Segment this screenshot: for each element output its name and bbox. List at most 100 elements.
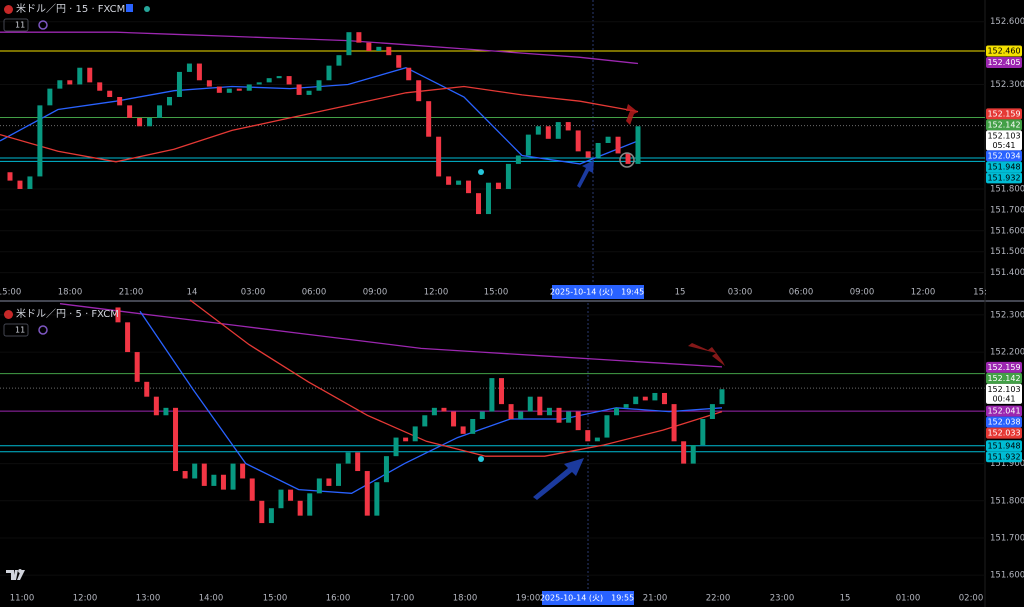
candle-body [236, 88, 242, 91]
moving-average [0, 85, 639, 163]
candle-body [147, 117, 153, 127]
candle-body [268, 508, 274, 524]
candle-body [366, 42, 372, 52]
candle-body [470, 418, 476, 434]
moving-average [59, 303, 723, 368]
time-tick-label: 19:00 [516, 594, 541, 604]
candle-body [681, 441, 687, 464]
candle-body [326, 65, 332, 81]
time-tick-label: 14 [187, 288, 198, 298]
candle-body [652, 392, 658, 401]
candle-body [345, 452, 351, 464]
symbol-title: 米ドル／円 · 5 · FXCM [16, 307, 119, 320]
time-tick-label: 09:00 [850, 288, 875, 298]
price-badge-label: 152.034 [987, 151, 1020, 160]
symbol-icon [4, 5, 13, 14]
candle-body [77, 67, 83, 85]
price-badge [986, 361, 1022, 373]
candle-body [192, 463, 198, 479]
candle-body [134, 352, 140, 382]
price-badge [986, 440, 1022, 452]
candle-body [535, 126, 541, 135]
candle-body [709, 404, 715, 419]
candle-body [635, 126, 641, 164]
candle-body [565, 122, 571, 131]
time-tick-label: 14:00 [199, 594, 224, 604]
time-tick-label: 12:00 [911, 288, 936, 298]
price-badge-label: 152.041 [987, 407, 1020, 416]
price-badge-label: 152.142 [987, 120, 1020, 129]
candle-body [115, 307, 121, 323]
candle-body [226, 88, 232, 93]
candle-body [614, 407, 620, 416]
candle-body [230, 463, 236, 490]
candle-body [27, 176, 33, 189]
candle-body [436, 136, 442, 177]
annotations [478, 104, 725, 500]
price-badge-label: 152.103 [987, 131, 1020, 140]
candle-body [585, 151, 591, 158]
candle-body [537, 396, 543, 416]
time-tick-label: 13:00 [136, 594, 161, 604]
candle-body [173, 407, 179, 472]
candle-body [57, 80, 63, 89]
time-tick-label: 23:00 [770, 594, 795, 604]
indicator-toggle[interactable] [3, 323, 29, 337]
candle-body [364, 471, 370, 516]
candle-body [642, 396, 648, 401]
indicator-count: 11 [15, 326, 25, 335]
candle-body [153, 396, 159, 416]
price-badge [986, 383, 1022, 404]
candle-body [595, 142, 601, 158]
time-tick-label: 02:00 [959, 594, 984, 604]
candle-body [37, 105, 43, 177]
price-badge [986, 372, 1022, 384]
candle-body [671, 404, 677, 442]
candle-body [555, 122, 561, 139]
price-tick-label: 152.600 [990, 17, 1024, 27]
chart-panel: 152.300 152.200 151.900 151.800 151.700 151.6… [0, 299, 1024, 605]
candle-body [719, 389, 725, 405]
countdown-label: 00:41 [992, 394, 1015, 403]
red-arrow [688, 343, 725, 366]
dot-marker [478, 169, 484, 175]
candle-body [456, 180, 462, 185]
price-badge-label: 152.033 [987, 429, 1020, 438]
indicator-toggle[interactable] [3, 18, 29, 32]
candle-body [546, 407, 552, 416]
price-badge [986, 119, 1022, 131]
candle-body [566, 411, 572, 423]
candle-body [107, 90, 113, 97]
candle-body [422, 415, 428, 427]
candle-body [47, 88, 53, 106]
candle-body [495, 182, 501, 189]
candle-body [137, 117, 143, 127]
price-badge-label: 152.103 [987, 385, 1020, 394]
candle-body [7, 172, 13, 181]
tv-logo [6, 569, 25, 580]
candle-body [186, 63, 192, 72]
candle-body [406, 67, 412, 81]
price-tick-label: 151.700 [990, 205, 1024, 215]
price-badge-label: 151.948 [987, 441, 1020, 450]
candle-body [307, 493, 313, 516]
moving-average [0, 31, 639, 65]
candle-body [412, 426, 418, 442]
time-tick-label: 06:00 [302, 288, 327, 298]
candle-body [201, 463, 207, 486]
candle-body [403, 437, 409, 442]
red-arrow [626, 104, 638, 125]
time-tick-label: 06:00 [789, 288, 814, 298]
time-tick-label: 15:00 [0, 288, 21, 298]
candle-body [431, 407, 437, 416]
candle-body [476, 193, 482, 215]
candle-body [316, 80, 322, 91]
candle-body [545, 126, 551, 139]
price-tick-label: 151.800 [990, 184, 1024, 194]
time-tick-label: 17:00 [390, 594, 415, 604]
price-badge-label: 152.159 [987, 109, 1020, 118]
time-tick-label: 15 [840, 594, 851, 604]
time-tick-label: 09:00 [363, 288, 388, 298]
candle-body [508, 404, 514, 419]
logo-shape [6, 569, 25, 580]
